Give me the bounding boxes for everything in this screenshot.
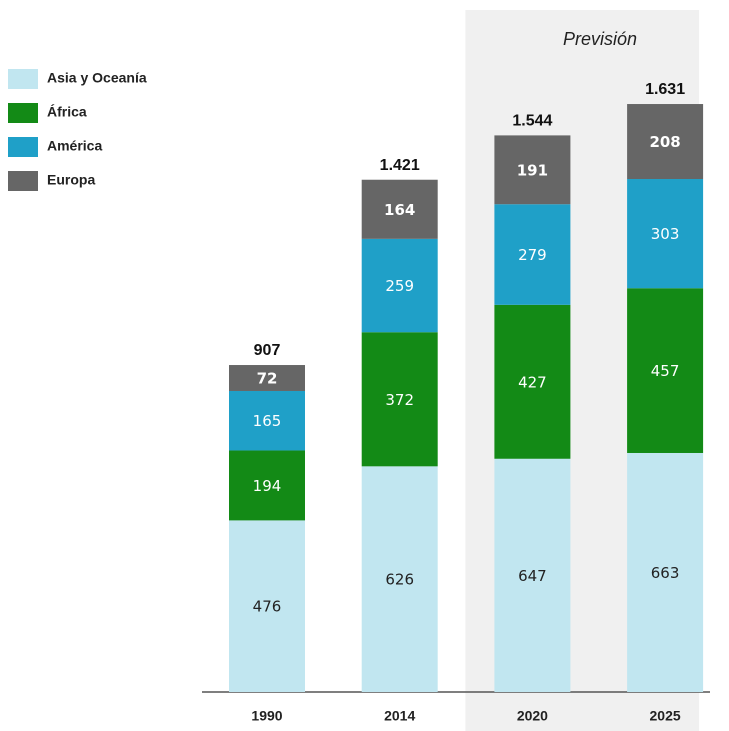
x-tick-label: 2020: [517, 708, 548, 724]
segment-label: 165: [253, 412, 282, 430]
bar-segment: [361, 238, 438, 333]
segment-label: 279: [518, 246, 547, 264]
segment-label: 476: [253, 598, 282, 616]
legend-swatch: [8, 171, 38, 191]
bar-segment: [361, 466, 438, 692]
segment-label: 303: [651, 225, 680, 243]
total-label: 1.544: [512, 113, 552, 130]
bar-segment: [627, 104, 704, 180]
total-label: 907: [254, 342, 281, 359]
segment-label: 663: [651, 564, 680, 582]
forecast-annotation: Previsión: [563, 29, 637, 49]
bar-segment: [361, 332, 438, 467]
legend-label: América: [47, 138, 102, 154]
segment-label: 208: [649, 133, 680, 151]
legend-label: Asia y Oceanía: [47, 70, 147, 86]
x-tick-label: 2025: [650, 708, 681, 724]
bar-segment: [361, 179, 438, 239]
segment-label: 647: [518, 567, 547, 585]
x-tick-label: 1990: [251, 708, 282, 724]
bar-segment: [229, 390, 305, 451]
bar-segment: [627, 179, 704, 289]
segment-label: 164: [384, 201, 415, 219]
x-tick-label: 2014: [384, 708, 415, 724]
bar-segment: [627, 452, 704, 692]
legend-swatch: [8, 137, 38, 157]
total-label: 1.631: [645, 81, 685, 98]
bar-segment: [494, 204, 571, 305]
bar-segment: [494, 304, 571, 459]
legend-swatch: [8, 103, 38, 123]
bar-segment: [494, 135, 571, 205]
legend-label: África: [47, 104, 87, 120]
bar-segment: [229, 450, 305, 521]
bar-segment: [627, 288, 704, 453]
segment-label: 457: [651, 362, 680, 380]
segment-label: 626: [385, 571, 414, 589]
legend-swatch: [8, 69, 38, 89]
bar-segment: [494, 458, 571, 692]
segment-label: 427: [518, 373, 547, 391]
total-label: 1.421: [380, 157, 420, 174]
legend-label: Europa: [47, 172, 95, 188]
segment-label: 259: [385, 277, 414, 295]
segment-label: 191: [517, 161, 548, 179]
segment-label: 372: [385, 391, 414, 409]
bar-segment: [229, 520, 305, 692]
bar-segment: [229, 365, 305, 391]
segment-label: 194: [253, 477, 282, 495]
segment-label: 72: [257, 370, 278, 388]
